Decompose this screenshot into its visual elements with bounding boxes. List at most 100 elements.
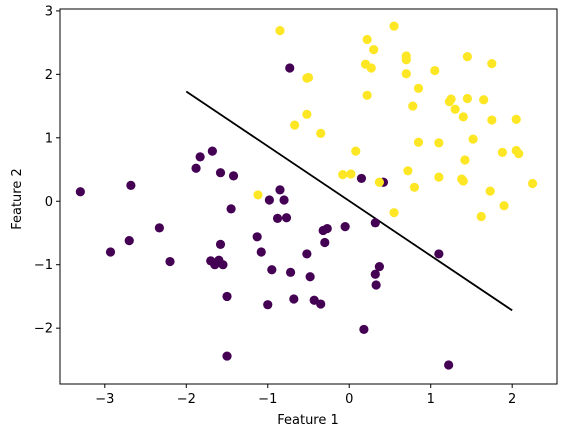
class-0-point (285, 63, 295, 73)
class-1-point (408, 101, 418, 111)
class-1-point (450, 104, 460, 114)
class-0-point (218, 260, 228, 270)
class-0-point (215, 239, 226, 250)
class-0-point (289, 294, 299, 304)
x-tick-label: −1 (258, 392, 277, 407)
class-0-point (154, 223, 164, 233)
class-1-point (290, 120, 300, 130)
class-0-point (359, 324, 369, 335)
class-0-point (215, 168, 226, 178)
class-0-point (126, 180, 136, 190)
class-0-point (272, 213, 283, 223)
axes-layer: −3 −2 −1 0 1 2 −2 −1 0 1 2 3 (34, 4, 558, 407)
class-0-point (444, 360, 454, 370)
class-1-point (253, 190, 263, 200)
class-1-point (485, 186, 495, 196)
class-1-point (430, 65, 440, 76)
class-0-point (207, 146, 217, 156)
class-1-point (458, 112, 468, 122)
decision-boundary-layer (185, 90, 513, 312)
decision-boundary-line (185, 90, 513, 312)
class-1-point (401, 69, 411, 79)
x-tick-label: −3 (95, 392, 114, 407)
class-1-point (374, 177, 384, 187)
class-1-point (316, 128, 326, 138)
class-1-point (462, 93, 472, 104)
class-1-point (460, 155, 470, 165)
class-1-point (346, 169, 356, 179)
class-0-point (370, 218, 380, 228)
class-0-point (374, 262, 384, 272)
y-tick-label: 2 (45, 68, 53, 83)
class-1-point (468, 134, 478, 144)
class-1-point (338, 170, 348, 180)
class-1-point (446, 94, 456, 104)
class-1-point (389, 21, 399, 31)
class-1-point (362, 90, 372, 100)
x-tick-label: 1 (427, 392, 435, 407)
y-tick-label: −2 (34, 322, 53, 337)
class-0-point (434, 249, 444, 259)
points-layer (75, 21, 538, 370)
class-0-point (370, 269, 380, 279)
class-0-point (279, 195, 289, 205)
class-1-point (275, 25, 285, 36)
class-0-point (285, 267, 296, 277)
axes-frame (59, 8, 558, 385)
class-1-point (497, 147, 508, 158)
class-0-point (305, 272, 315, 282)
class-0-point (320, 237, 330, 248)
class-1-point (434, 138, 444, 148)
class-0-point (252, 232, 262, 242)
class-1-point (476, 211, 486, 222)
class-1-point (527, 178, 538, 189)
class-1-point (369, 45, 379, 55)
class-1-point (487, 115, 497, 125)
class-0-point (222, 291, 232, 302)
plot-area (60, 9, 557, 384)
y-tick-label: 3 (45, 4, 53, 19)
class-1-point (511, 114, 521, 125)
class-1-point (302, 109, 312, 119)
class-1-point (403, 166, 413, 176)
class-1-point (401, 55, 411, 65)
class-1-point (389, 208, 399, 218)
class-0-point (124, 235, 134, 246)
y-tick-label: 1 (45, 131, 53, 146)
class-0-point (263, 300, 273, 310)
class-0-point (264, 195, 274, 205)
class-0-point (340, 222, 350, 232)
class-1-point (434, 172, 444, 182)
y-axis-label: Feature 2 (10, 168, 25, 230)
class-1-point (514, 149, 524, 159)
class-0-point (302, 249, 312, 259)
y-tick-label: 0 (45, 195, 53, 210)
class-1-point (462, 51, 472, 62)
class-0-point (256, 247, 266, 257)
class-1-point (458, 176, 468, 186)
class-1-point (409, 182, 420, 192)
x-tick-label: −2 (177, 392, 196, 407)
class-0-point (75, 187, 85, 197)
class-1-point (362, 34, 372, 45)
class-0-point (228, 171, 239, 181)
x-tick-label: 0 (345, 392, 353, 407)
class-1-point (487, 58, 497, 69)
class-1-point (413, 83, 424, 93)
class-0-point (356, 173, 367, 184)
x-axis-label: Feature 1 (277, 413, 339, 428)
class-1-point (479, 95, 489, 105)
class-0-point (165, 256, 175, 267)
class-0-point (267, 265, 277, 275)
x-tick-label: 2 (508, 392, 516, 407)
class-0-point (222, 351, 232, 361)
class-0-point (191, 163, 201, 173)
class-0-point (371, 280, 381, 290)
class-1-point (351, 146, 361, 156)
class-0-point (105, 247, 116, 257)
class-0-point (226, 204, 236, 214)
class-1-point (499, 201, 509, 211)
class-0-point (281, 213, 292, 223)
plot-background (60, 9, 557, 384)
